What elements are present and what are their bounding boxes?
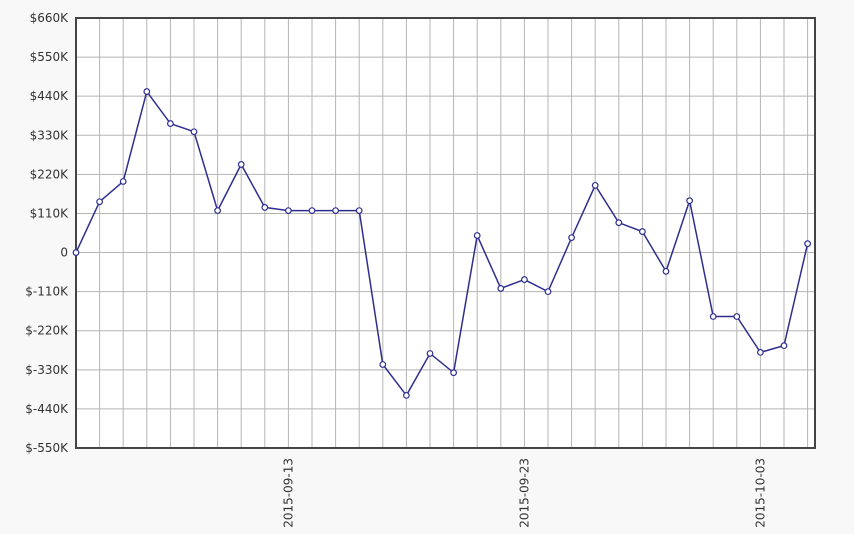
data-point: [497, 285, 505, 292]
y-tick-label: $-550K: [25, 441, 69, 455]
data-point: [72, 249, 80, 256]
data-point: [639, 228, 646, 235]
data-point: [403, 392, 410, 399]
data-point: [757, 349, 764, 356]
marks: [72, 88, 811, 399]
data-point: [450, 369, 458, 377]
y-tick-label: $330K: [30, 128, 70, 142]
data-point: [473, 232, 481, 239]
data-point: [166, 120, 174, 127]
data-point: [804, 240, 811, 248]
lines: [75, 89, 809, 397]
data-point: [709, 313, 717, 320]
y-tick-label: $-440K: [25, 402, 69, 416]
x-tick-label: 2015-09-23: [517, 458, 531, 528]
data-point: [591, 181, 599, 189]
x-tick-label: 2015-09-13: [281, 458, 295, 528]
data-point: [261, 204, 269, 211]
data-point: [686, 197, 693, 205]
data-point: [214, 207, 222, 215]
data-point: [332, 207, 340, 215]
y-tick-label: 0: [60, 246, 68, 260]
data-point: [615, 219, 623, 227]
data-point: [119, 178, 127, 185]
plot-border: [75, 17, 816, 449]
y-tick-label: $-110K: [25, 285, 69, 299]
data-point: [780, 342, 788, 350]
data-point: [308, 207, 316, 215]
data-point: [96, 198, 103, 206]
y-tick-label: $440K: [30, 89, 70, 103]
line-series: [75, 89, 809, 397]
data-point: [379, 361, 387, 368]
y-tick-label: $-330K: [25, 363, 69, 377]
data-point: [237, 161, 245, 168]
data-point: [355, 207, 363, 215]
y-tick-label: $550K: [30, 50, 70, 64]
data-point: [426, 350, 434, 357]
y-tick-label: $-220K: [25, 324, 69, 338]
y-tick-label: $220K: [30, 167, 70, 181]
data-point: [285, 207, 292, 215]
data-point: [521, 276, 528, 283]
y-tick-label: $660K: [30, 11, 70, 25]
data-point: [143, 88, 151, 95]
data-point: [544, 288, 552, 296]
data-point: [662, 267, 670, 275]
y-tick-label: $110K: [30, 206, 70, 220]
data-point: [733, 313, 741, 320]
data-point: [190, 128, 198, 136]
plot-area: [76, 18, 815, 448]
x-tick-label: 2015-10-03: [753, 458, 767, 528]
labels: $-550K $-440K $-330K $-220K $-110K 0 $110K $220…: [25, 11, 767, 528]
data-point: [568, 234, 575, 242]
